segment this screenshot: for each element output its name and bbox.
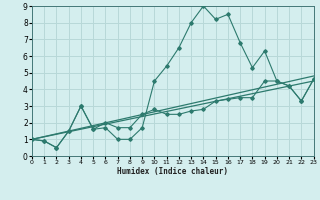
X-axis label: Humidex (Indice chaleur): Humidex (Indice chaleur)	[117, 167, 228, 176]
